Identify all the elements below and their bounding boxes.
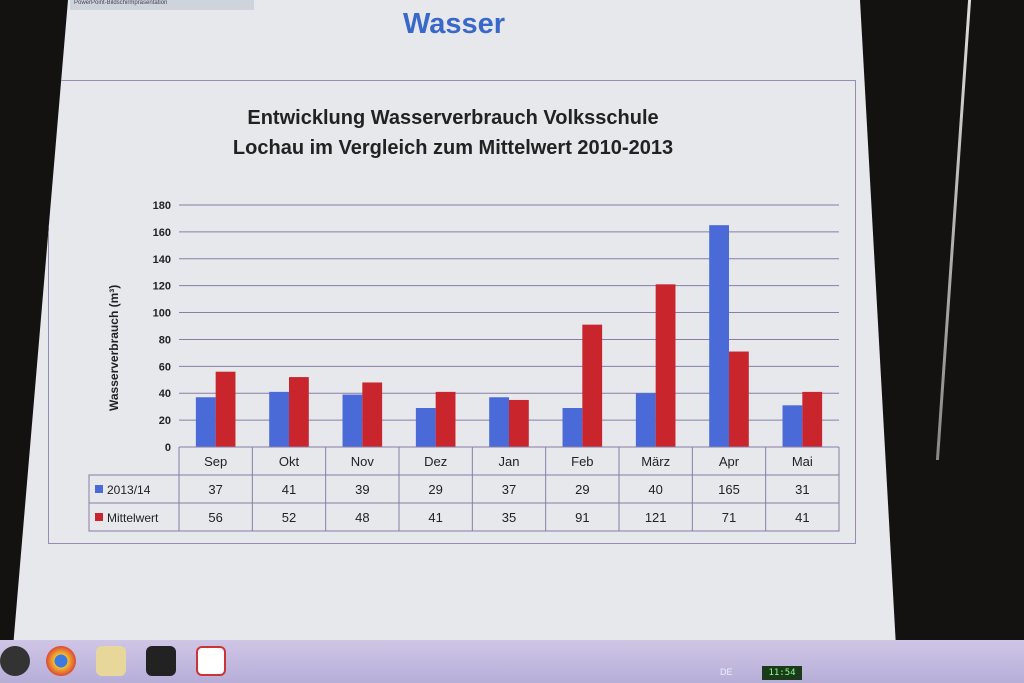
- projection-screen: PowerPoint-Bildschirmpräsentation Wasser…: [10, 0, 898, 683]
- table-cell-value: 37: [502, 482, 516, 497]
- chart-title: Entwicklung Wasserverbrauch Volksschule …: [49, 103, 857, 163]
- powerpoint-icon[interactable]: [196, 646, 226, 676]
- bar-chart-plot: 0 20 40 60 80 100 120 140 160 180 Sep Okt Nov Dez Jan F…: [88, 200, 840, 532]
- table-cell-value: 29: [575, 482, 589, 497]
- bar-series1: [342, 394, 363, 447]
- bar-series2: [802, 391, 823, 447]
- bar-series2: [215, 371, 236, 447]
- table-cell-value: 31: [795, 482, 809, 497]
- table-cell-value: 39: [355, 482, 369, 497]
- y-tick-label: 160: [153, 227, 171, 239]
- table-cell-value: 41: [282, 482, 296, 497]
- table-cell-value: 165: [718, 482, 740, 497]
- y-tick-label: 0: [165, 442, 171, 454]
- legend-label: 2013/14: [107, 483, 151, 497]
- x-category-label: Jan: [499, 454, 520, 469]
- bar-series1: [709, 225, 729, 447]
- bar-series2: [729, 351, 749, 447]
- y-tick-label: 40: [159, 388, 171, 400]
- bar-series2: [509, 399, 529, 447]
- x-category-label: Dez: [424, 454, 447, 469]
- table-cell-value: 48: [355, 510, 369, 525]
- app-icon[interactable]: [146, 646, 176, 676]
- table-cell-value: 29: [428, 482, 442, 497]
- chart-frame: Entwicklung Wasserverbrauch Volksschule …: [48, 80, 856, 544]
- bar-series1: [635, 393, 656, 447]
- x-category-label: Okt: [279, 454, 300, 469]
- legend-swatch: [95, 513, 103, 521]
- legend-label: Mittelwert: [107, 511, 159, 525]
- x-category-label: Mai: [792, 454, 813, 469]
- table-cell-value: 37: [208, 482, 222, 497]
- chrome-icon[interactable]: [46, 646, 76, 676]
- y-tick-label: 20: [159, 415, 171, 427]
- bar-series1: [415, 408, 436, 447]
- legend-swatch: [95, 485, 103, 493]
- bar-series2: [289, 377, 309, 447]
- chart-title-line1: Entwicklung Wasserverbrauch Volksschule: [247, 107, 659, 129]
- bar-series2: [655, 284, 676, 447]
- y-tick-label: 100: [153, 308, 171, 320]
- bar-series1: [782, 405, 803, 447]
- table-cell-value: 121: [645, 510, 667, 525]
- x-category-label: Feb: [571, 454, 593, 469]
- x-category-label: Apr: [719, 454, 740, 469]
- table-cell-value: 41: [428, 510, 442, 525]
- x-category-label: Nov: [351, 454, 375, 469]
- window-titlebar: PowerPoint-Bildschirmpräsentation: [70, 0, 254, 10]
- table-cell-value: 41: [795, 510, 809, 525]
- light-reflection: [935, 0, 972, 460]
- taskbar: [0, 640, 1024, 683]
- y-tick-label: 80: [159, 334, 171, 346]
- taskbar-clock[interactable]: 11:54: [762, 666, 802, 680]
- table-cell-value: 91: [575, 510, 589, 525]
- table-cell-value: 35: [502, 510, 516, 525]
- table-cell-value: 56: [208, 510, 222, 525]
- bar-series2: [362, 382, 383, 447]
- language-indicator[interactable]: DE: [720, 667, 733, 677]
- y-tick-label: 120: [153, 281, 171, 293]
- bar-series1: [269, 391, 289, 447]
- bar-series1: [562, 408, 583, 447]
- bar-series1: [195, 397, 216, 447]
- bar-series2: [582, 324, 603, 447]
- start-icon[interactable]: [0, 646, 30, 676]
- y-tick-label: 140: [153, 254, 171, 266]
- bar-series2: [435, 391, 456, 447]
- explorer-icon[interactable]: [96, 646, 126, 676]
- slide-title: Wasser: [402, 8, 506, 40]
- table-cell-value: 71: [722, 510, 736, 525]
- x-category-label: Sep: [204, 454, 227, 469]
- table-cell-value: 52: [282, 510, 296, 525]
- x-category-label: März: [641, 454, 670, 469]
- y-tick-label: 60: [159, 361, 171, 373]
- chart-title-line2: Lochau im Vergleich zum Mittelwert 2010-…: [232, 137, 674, 159]
- y-tick-label: 180: [153, 200, 171, 212]
- bar-series1: [489, 397, 509, 447]
- table-cell-value: 40: [648, 482, 662, 497]
